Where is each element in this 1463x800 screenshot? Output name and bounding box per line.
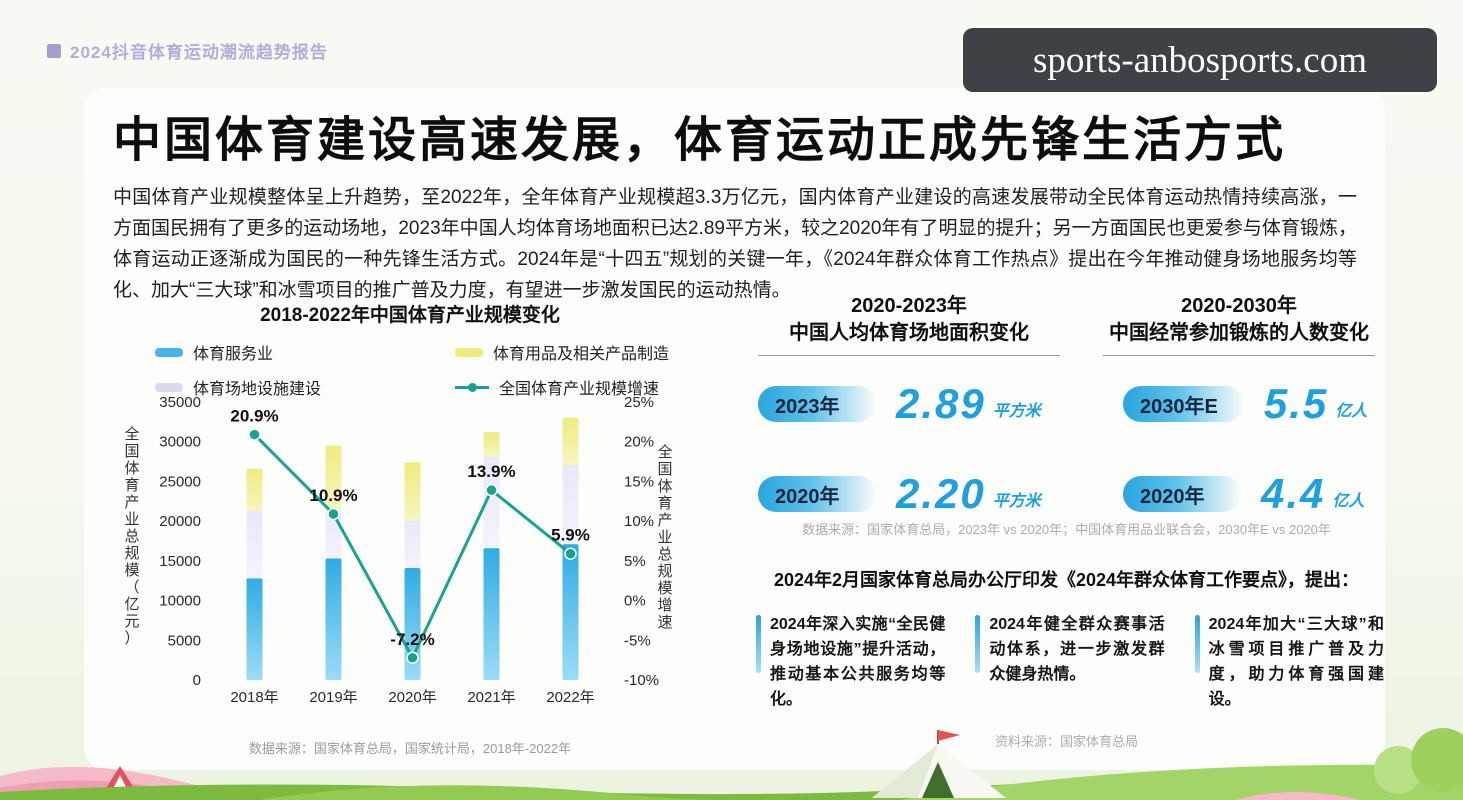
- goods-swatch-icon: [455, 347, 483, 357]
- svg-text:15000: 15000: [159, 553, 201, 570]
- year-pill: 2020年: [758, 476, 876, 512]
- pink-hill-inner-shape: [0, 780, 218, 800]
- svg-text:-5%: -5%: [624, 632, 651, 649]
- legend-label-goods: 体育用品及相关产品制造: [493, 346, 670, 363]
- content-card: [84, 88, 1385, 770]
- page-title: 中国体育建设高速发展，体育运动正成先锋生活方式: [113, 114, 1287, 167]
- green-hill-right: [900, 764, 1463, 800]
- policy-item-2: 2024年健全群众赛事活动体系，进一步激发群众健身热情。: [975, 612, 1165, 712]
- watermark-text: sports-anbosports.com: [1033, 39, 1367, 81]
- green-hill-base: [0, 777, 1463, 800]
- svg-text:10000: 10000: [159, 593, 201, 610]
- area-stat-row-2023: 2023年 2.89 平方米: [744, 382, 1074, 426]
- venues-swatch-icon: [155, 382, 183, 392]
- legend-label-services: 体育服务业: [193, 346, 274, 363]
- svg-text:全国体育产业总规模（亿元）: 全国体育产业总规模（亿元）: [124, 425, 139, 647]
- legend-item-venues: 体育场地设施建设: [155, 375, 455, 399]
- exercise-population-section: 2020-2030年 中国经常参加锻炼的人数变化 2030年E 5.5 亿人 2…: [1089, 293, 1389, 516]
- pink-hill-shape: [0, 766, 235, 800]
- stat-value: 4.4: [1261, 470, 1326, 517]
- legend-label-venues: 体育场地设施建设: [193, 381, 322, 398]
- exercise-title-underline: [1103, 355, 1375, 356]
- area-title-line1: 2020-2023年: [851, 295, 967, 317]
- legend-item-services: 体育服务业: [155, 340, 455, 364]
- year-pill: 2030年E: [1123, 386, 1244, 422]
- report-tag-label: 2024抖音体育运动潮流趋势报告: [70, 43, 328, 62]
- policy-source-note: 资料来源：国家体育总局: [994, 734, 1138, 749]
- svg-text:全国体育产业总规模增速: 全国体育产业总规模增速: [657, 443, 672, 631]
- industry-chart-block: 2018-2022年中国体育产业规模变化 体育服务业 体育用品及相关产品制造 体…: [105, 295, 715, 765]
- intro-paragraph: 中国体育产业规模整体呈上升趋势，至2022年，全年体育产业规模超3.3万亿元，国…: [113, 187, 1357, 301]
- stat-value: 2.20: [896, 470, 986, 517]
- legend-label-growth: 全国体育产业规模增速: [499, 381, 660, 398]
- year-pill: 2020年: [1123, 476, 1241, 512]
- square-bullet-icon: [47, 43, 61, 58]
- bush-icon: [1411, 728, 1463, 792]
- chart-legend: 体育服务业 体育用品及相关产品制造 体育场地设施建设 全国体育产业规模增速: [155, 340, 669, 399]
- stat-unit: 亿人: [1332, 493, 1365, 510]
- svg-text:15%: 15%: [624, 473, 654, 490]
- svg-text:25000: 25000: [159, 473, 201, 490]
- area-title-line2: 中国人均体育场地面积变化: [789, 322, 1029, 344]
- stat-unit: 平方米: [992, 493, 1041, 510]
- svg-text:5%: 5%: [624, 553, 646, 570]
- svg-text:35000: 35000: [159, 394, 201, 411]
- exercise-stat-row-2030: 2030年E 5.5 亿人: [1089, 382, 1389, 426]
- year-pill: 2023年: [758, 386, 876, 422]
- policy-item-3: 2024年加大“三大球”和冰雪项目推广普及力度，助力体育强国建设。: [1194, 612, 1384, 712]
- svg-text:20%: 20%: [624, 434, 654, 451]
- svg-text:2021年: 2021年: [467, 689, 515, 706]
- svg-text:20.9%: 20.9%: [230, 407, 278, 426]
- growth-dot-icon: [468, 382, 477, 392]
- svg-text:0: 0: [193, 672, 201, 689]
- svg-text:10.9%: 10.9%: [309, 486, 357, 505]
- growth-line-swatch-icon: [455, 382, 489, 392]
- svg-text:-10%: -10%: [624, 672, 659, 689]
- policy-heading: 2024年2月国家体育总局办公厅印发《2024年群众体育工作要点》，提出：: [773, 570, 1360, 590]
- stat-unit: 平方米: [992, 403, 1041, 420]
- stat-value: 2.89: [896, 380, 986, 427]
- per-capita-area-section: 2020-2023年 中国人均体育场地面积变化 2023年 2.89 平方米 2…: [744, 293, 1074, 516]
- chart-title: 2018-2022年中国体育产业规模变化: [260, 305, 560, 326]
- area-stat-row-2020: 2020年 2.20 平方米: [744, 472, 1074, 516]
- svg-text:5.9%: 5.9%: [551, 526, 590, 545]
- legend-item-growth: 全国体育产业规模增速: [455, 375, 669, 399]
- policy-item-1: 2024年深入实施“全民健身场地设施”提升活动，推动基本公共服务均等化。: [756, 612, 945, 712]
- small-tent-stripe-icon: [111, 775, 129, 793]
- stat-value: 5.5: [1263, 380, 1329, 427]
- svg-text:30000: 30000: [159, 434, 201, 451]
- svg-text:0%: 0%: [624, 593, 646, 610]
- pink-sliver-right: [1235, 792, 1360, 800]
- svg-text:2022年: 2022年: [546, 689, 594, 706]
- svg-text:-7.2%: -7.2%: [390, 630, 434, 649]
- exercise-title-line2: 中国经常参加锻炼的人数变化: [1109, 322, 1369, 344]
- stat-unit: 亿人: [1335, 403, 1368, 420]
- services-swatch-icon: [155, 347, 183, 357]
- svg-text:13.9%: 13.9%: [467, 462, 515, 481]
- exercise-stat-row-2020: 2020年 4.4 亿人: [1089, 472, 1389, 516]
- area-section-title: 2020-2023年 中国人均体育场地面积变化: [744, 293, 1074, 347]
- policy-items: 2024年深入实施“全民健身场地设施”提升活动，推动基本公共服务均等化。 202…: [756, 612, 1384, 712]
- svg-text:2018年: 2018年: [230, 689, 278, 706]
- area-title-underline: [758, 355, 1060, 356]
- svg-text:2020年: 2020年: [388, 689, 436, 706]
- small-tent-icon: [103, 766, 137, 793]
- industry-scale-combo-chart: 0 5000 10000 15000 20000 25000 30000 35000 -10% -…: [124, 394, 672, 706]
- svg-text:5000: 5000: [168, 632, 201, 649]
- watermark-badge: sports-anbosports.com: [963, 28, 1437, 92]
- chart-source-note: 数据来源：国家体育总局，国家统计局，2018年-2022年: [248, 741, 572, 756]
- stats-source-note: 数据来源：国家体育总局，2023年 vs 2020年；中国体育用品业联合会，20…: [802, 522, 1331, 537]
- green-hill-mid: [260, 785, 760, 800]
- exercise-title-line1: 2020-2030年: [1181, 295, 1297, 317]
- svg-text:20000: 20000: [159, 513, 201, 530]
- report-tag: 2024抖音体育运动潮流趋势报告: [47, 38, 328, 63]
- svg-text:2019年: 2019年: [309, 689, 357, 706]
- svg-text:10%: 10%: [624, 513, 654, 530]
- svg-text:25%: 25%: [624, 394, 654, 411]
- exercise-section-title: 2020-2030年 中国经常参加锻炼的人数变化: [1089, 293, 1389, 347]
- legend-item-goods: 体育用品及相关产品制造: [455, 340, 669, 364]
